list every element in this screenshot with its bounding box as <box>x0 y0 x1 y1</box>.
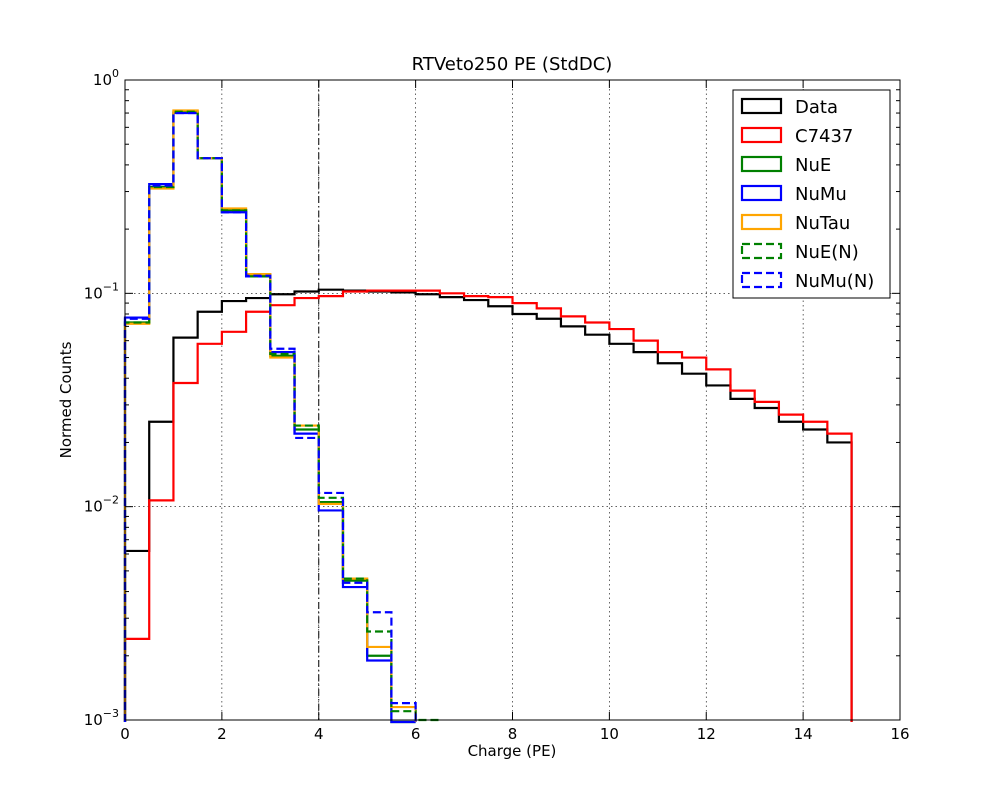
x-tick-label: 4 <box>314 725 324 743</box>
series-layer <box>123 109 853 724</box>
series-line-nue-n <box>123 110 441 722</box>
y-tick-label: 10−2 <box>84 494 119 516</box>
legend-label-c7437: C7437 <box>795 126 853 147</box>
x-tick-label: 10 <box>600 725 619 743</box>
y-tick-exponent: −3 <box>103 707 119 720</box>
x-tick-label: 6 <box>411 725 421 743</box>
legend-label-nutau: NuTau <box>795 213 850 234</box>
legend-label-data: Data <box>795 97 838 118</box>
legend-box <box>732 89 891 299</box>
y-tick-label: 100 <box>93 67 119 89</box>
x-tick-label: 8 <box>508 725 518 743</box>
legend-swatch-nue <box>740 155 783 173</box>
legend-swatch-data <box>740 97 783 115</box>
x-tick-label: 2 <box>217 725 227 743</box>
y-axis-label: Normed Counts <box>57 341 75 458</box>
series-line-numu-n <box>123 111 417 722</box>
legend-swatch-c7437 <box>740 126 783 144</box>
y-tick-exponent: −2 <box>103 494 119 507</box>
y-tick-base: 10 <box>84 711 103 729</box>
legend-swatch-numu <box>740 184 783 202</box>
y-tick-base: 10 <box>84 498 103 516</box>
y-tick-label: 10−3 <box>84 707 119 729</box>
legend-swatch-nutau <box>740 213 783 231</box>
legend-label-numu: NuMu <box>795 184 847 205</box>
series-line-c7437 <box>123 289 853 722</box>
series-line-data <box>123 288 853 722</box>
y-tick-base: 10 <box>93 71 112 89</box>
x-tick-label: 0 <box>120 725 130 743</box>
x-tick-label: 12 <box>697 725 716 743</box>
y-tick-base: 10 <box>84 284 103 302</box>
chart-title: RTVeto250 PE (StdDC) <box>412 54 613 75</box>
y-tick-exponent: −1 <box>103 280 119 293</box>
y-tick-exponent: 0 <box>112 67 119 80</box>
legend-label-nue-n: NuE(N) <box>795 242 859 263</box>
x-tick-label: 14 <box>794 725 813 743</box>
legend-label-numu-n: NuMu(N) <box>795 271 874 292</box>
legend: Data C7437 NuE NuMu NuTau NuE(N) NuMu(N) <box>732 89 891 299</box>
y-tick-label: 10−1 <box>84 280 119 302</box>
legend-label-nue: NuE <box>795 155 831 176</box>
x-tick-label: 16 <box>890 725 909 743</box>
legend-swatch-numu-n <box>740 271 783 289</box>
legend-swatch-nue-n <box>740 242 783 260</box>
x-axis-label: Charge (PE) <box>468 742 557 760</box>
